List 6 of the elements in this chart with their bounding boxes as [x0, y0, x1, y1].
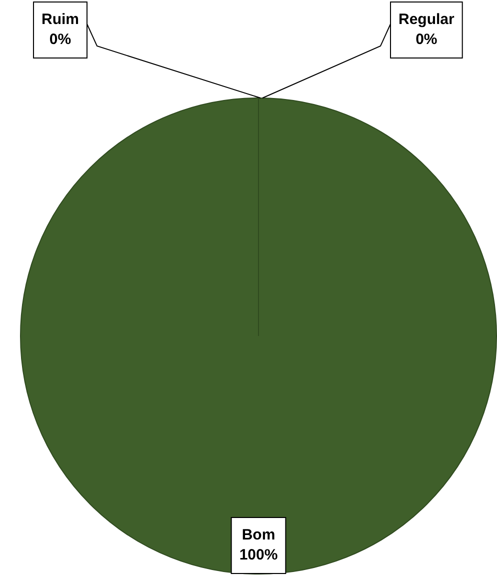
- data-label: 100%: [239, 546, 278, 564]
- text: 0%: [416, 31, 438, 48]
- category-label: Ruim: [42, 11, 79, 28]
- slice-label: Bom: [242, 526, 276, 544]
- category-label: Regular: [398, 11, 454, 28]
- text: 0%: [49, 31, 72, 48]
